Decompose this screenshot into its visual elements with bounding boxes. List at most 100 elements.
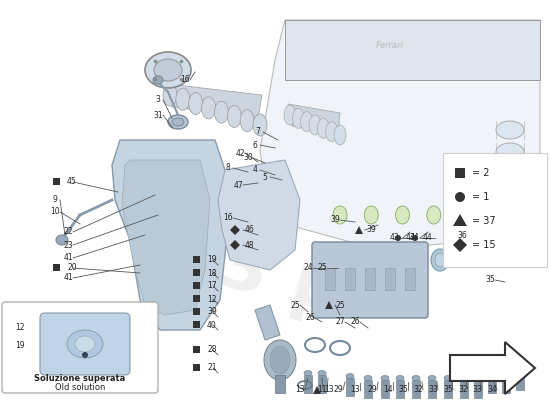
Text: 13: 13 bbox=[295, 386, 305, 394]
Text: 16: 16 bbox=[223, 214, 233, 222]
Bar bbox=[444, 380, 452, 398]
Ellipse shape bbox=[496, 209, 524, 227]
Ellipse shape bbox=[427, 206, 441, 224]
Ellipse shape bbox=[153, 76, 163, 84]
Bar bbox=[193, 282, 200, 289]
Bar bbox=[304, 375, 312, 393]
Ellipse shape bbox=[318, 370, 326, 376]
Text: 32: 32 bbox=[413, 386, 423, 394]
Polygon shape bbox=[450, 342, 535, 394]
Bar bbox=[193, 269, 200, 276]
Circle shape bbox=[412, 235, 418, 241]
Ellipse shape bbox=[496, 165, 524, 183]
Bar bbox=[275, 375, 285, 393]
Ellipse shape bbox=[496, 231, 524, 249]
Text: Old solution: Old solution bbox=[55, 383, 105, 392]
Text: 27: 27 bbox=[335, 318, 345, 326]
Text: 35: 35 bbox=[398, 386, 408, 394]
Bar bbox=[364, 380, 372, 398]
Polygon shape bbox=[255, 305, 280, 340]
Text: 41: 41 bbox=[63, 274, 73, 282]
Ellipse shape bbox=[172, 118, 184, 126]
Text: 22: 22 bbox=[63, 228, 73, 236]
Text: 33: 33 bbox=[428, 386, 438, 394]
Text: = 37: = 37 bbox=[472, 216, 496, 226]
Ellipse shape bbox=[317, 118, 329, 138]
Circle shape bbox=[455, 192, 465, 202]
Ellipse shape bbox=[56, 235, 68, 245]
Bar bbox=[193, 364, 200, 371]
Bar bbox=[474, 380, 482, 398]
Ellipse shape bbox=[496, 121, 524, 139]
Bar bbox=[325, 268, 335, 290]
Ellipse shape bbox=[214, 101, 228, 123]
Text: = 15: = 15 bbox=[472, 240, 496, 250]
Text: 17: 17 bbox=[207, 282, 217, 290]
Bar bbox=[381, 380, 389, 398]
Ellipse shape bbox=[364, 376, 372, 380]
Ellipse shape bbox=[168, 115, 188, 129]
Text: 44: 44 bbox=[423, 234, 433, 242]
Bar bbox=[428, 380, 436, 398]
FancyBboxPatch shape bbox=[2, 302, 158, 393]
Bar bbox=[318, 375, 326, 393]
Text: 35: 35 bbox=[485, 276, 495, 284]
Text: 13: 13 bbox=[350, 386, 360, 394]
Text: 3 p: 3 p bbox=[210, 230, 350, 330]
Text: 8: 8 bbox=[226, 164, 230, 172]
Bar bbox=[53, 178, 60, 185]
Polygon shape bbox=[288, 104, 340, 136]
Bar bbox=[488, 375, 496, 393]
Text: 29: 29 bbox=[367, 386, 377, 394]
Text: 12: 12 bbox=[207, 294, 217, 304]
Polygon shape bbox=[325, 301, 333, 309]
Ellipse shape bbox=[516, 368, 524, 372]
Ellipse shape bbox=[145, 52, 191, 88]
Polygon shape bbox=[453, 214, 467, 226]
Text: 6: 6 bbox=[252, 140, 257, 150]
Text: = 2: = 2 bbox=[472, 168, 490, 178]
Bar bbox=[193, 346, 200, 353]
Bar bbox=[460, 380, 468, 398]
Bar bbox=[193, 295, 200, 302]
Text: 36: 36 bbox=[457, 232, 467, 240]
Ellipse shape bbox=[474, 376, 482, 380]
Ellipse shape bbox=[176, 88, 190, 110]
Text: 29: 29 bbox=[333, 386, 343, 394]
Bar bbox=[412, 380, 420, 398]
Bar bbox=[405, 268, 415, 290]
Text: 25: 25 bbox=[290, 300, 300, 310]
Circle shape bbox=[82, 352, 88, 358]
Bar bbox=[345, 268, 355, 290]
Ellipse shape bbox=[309, 115, 321, 135]
Text: 33: 33 bbox=[472, 386, 482, 394]
Polygon shape bbox=[260, 20, 540, 250]
Bar bbox=[193, 256, 200, 263]
Polygon shape bbox=[112, 140, 230, 330]
Polygon shape bbox=[230, 240, 240, 250]
Polygon shape bbox=[285, 20, 540, 80]
Ellipse shape bbox=[189, 92, 203, 114]
Text: 45: 45 bbox=[67, 178, 77, 186]
Text: 7: 7 bbox=[256, 128, 261, 136]
Polygon shape bbox=[453, 238, 467, 252]
Ellipse shape bbox=[381, 376, 389, 380]
Text: 5: 5 bbox=[262, 172, 267, 182]
Text: 26: 26 bbox=[305, 314, 315, 322]
Text: 19: 19 bbox=[15, 340, 25, 350]
Text: 43: 43 bbox=[390, 234, 400, 242]
Text: 4: 4 bbox=[252, 166, 257, 174]
Text: 26: 26 bbox=[350, 318, 360, 326]
Bar bbox=[516, 372, 524, 390]
Text: 48: 48 bbox=[245, 240, 255, 250]
Text: 39: 39 bbox=[330, 216, 340, 224]
Text: 12: 12 bbox=[15, 324, 25, 332]
Text: 39: 39 bbox=[207, 308, 217, 316]
Ellipse shape bbox=[154, 59, 182, 81]
Ellipse shape bbox=[333, 206, 347, 224]
Ellipse shape bbox=[67, 330, 103, 358]
Text: 20: 20 bbox=[67, 264, 76, 272]
Ellipse shape bbox=[435, 253, 445, 267]
Text: 32: 32 bbox=[458, 386, 468, 394]
Ellipse shape bbox=[304, 370, 312, 376]
